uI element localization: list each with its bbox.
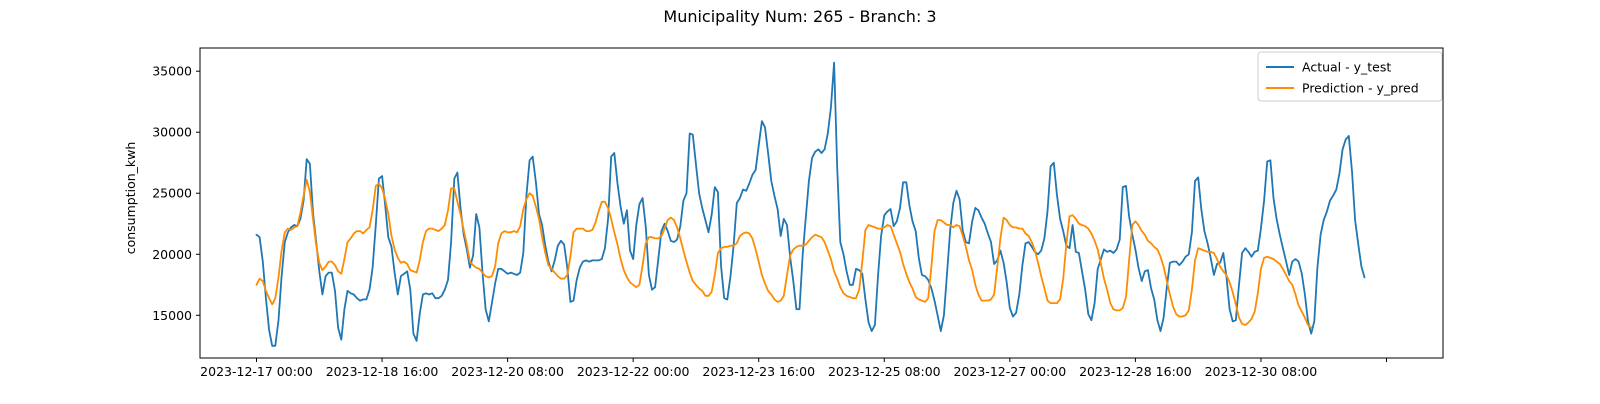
y-tick-label: 35000 [152, 64, 192, 79]
y-axis-label: consumption_kwh [123, 142, 138, 255]
x-tick-label: 2023-12-23 16:00 [702, 364, 815, 379]
y-tick-label: 15000 [152, 308, 192, 323]
legend-label-actual: Actual - y_test [1302, 60, 1391, 75]
x-tick-label: 2023-12-18 16:00 [326, 364, 439, 379]
x-tick-label: 2023-12-22 00:00 [577, 364, 690, 379]
legend: Actual - y_test Prediction - y_pred [1257, 51, 1443, 102]
legend-frame [1257, 51, 1443, 102]
plot-area: 15000 20000 25000 30000 35000 2023-12-17 00:0… [152, 47, 1444, 379]
series-line-actual [255, 61, 1366, 347]
x-tick-label: 2023-12-20 08:00 [451, 364, 564, 379]
plot-frame [199, 47, 1444, 359]
x-tick-label: 2023-12-25 08:00 [828, 364, 941, 379]
y-tick-label: 30000 [152, 125, 192, 140]
x-tick-label: 2023-12-28 16:00 [1079, 364, 1192, 379]
y-tick-label: 20000 [152, 247, 192, 262]
series-line-prediction [255, 178, 1313, 329]
x-tick-label: 2023-12-30 08:00 [1205, 364, 1318, 379]
legend-label-prediction: Prediction - y_pred [1302, 81, 1419, 96]
y-tick-label: 25000 [152, 186, 192, 201]
x-tick-label: 2023-12-27 00:00 [954, 364, 1067, 379]
chart-title: Municipality Num: 265 - Branch: 3 [663, 7, 936, 26]
x-tick-label: 2023-12-17 00:00 [200, 364, 313, 379]
